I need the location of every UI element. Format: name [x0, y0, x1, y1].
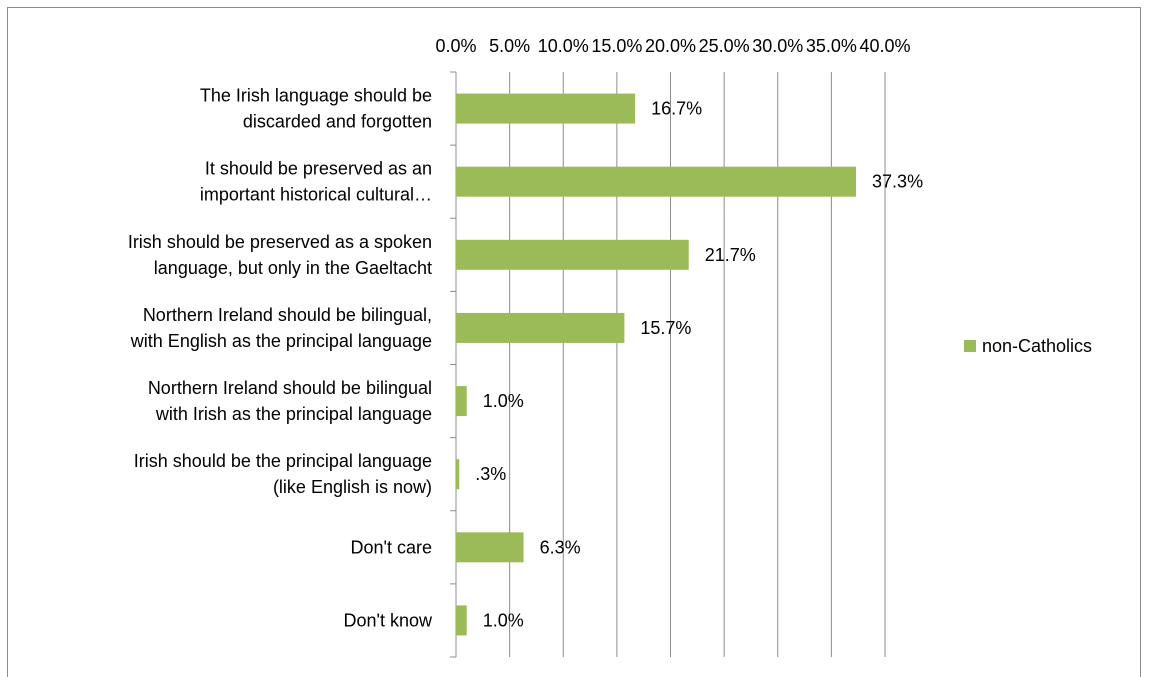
category-label: Don't know — [344, 610, 433, 630]
data-label: 6.3% — [540, 537, 581, 557]
category-label: important historical cultural… — [200, 185, 432, 205]
x-tick-label: 15.0% — [591, 36, 642, 56]
x-tick-label: 0.0% — [435, 36, 476, 56]
category-label: Northern Ireland should be bilingual, — [143, 305, 432, 325]
data-label: 21.7% — [705, 245, 756, 265]
category-label: discarded and forgotten — [243, 112, 432, 132]
legend-swatch — [964, 340, 976, 352]
category-label: Northern Ireland should be bilingual — [148, 378, 432, 398]
bar-non-Catholics — [456, 93, 636, 124]
bar-non-Catholics — [456, 312, 625, 343]
x-tick-label: 30.0% — [752, 36, 803, 56]
x-tick-label: 20.0% — [645, 36, 696, 56]
chart-frame — [7, 7, 1141, 677]
category-label: The Irish language should be — [200, 86, 432, 106]
bar-non-Catholics — [456, 532, 524, 563]
category-label: with English as the principal language — [130, 331, 432, 351]
x-tick-label: 35.0% — [806, 36, 857, 56]
bar-non-Catholics — [456, 459, 460, 490]
bar-non-Catholics — [456, 386, 467, 417]
x-tick-label: 25.0% — [699, 36, 750, 56]
data-label: 15.7% — [640, 318, 691, 338]
category-label: Don't care — [351, 537, 432, 557]
bar-non-Catholics — [456, 239, 689, 270]
x-tick-label: 40.0% — [859, 36, 910, 56]
category-label: Irish should be preserved as a spoken — [128, 232, 432, 252]
category-label: It should be preserved as an — [205, 159, 432, 179]
bar-non-Catholics — [456, 605, 467, 636]
category-label: (like English is now) — [273, 477, 432, 497]
data-label: 1.0% — [483, 391, 524, 411]
category-label: Irish should be the principal language — [134, 451, 432, 471]
data-label: 16.7% — [651, 99, 702, 119]
bar-non-Catholics — [456, 166, 857, 197]
x-tick-label: 5.0% — [489, 36, 530, 56]
data-label: 1.0% — [483, 610, 524, 630]
data-label: 37.3% — [872, 172, 923, 192]
data-label: .3% — [475, 464, 506, 484]
category-label: with Irish as the principal language — [155, 404, 432, 424]
x-tick-label: 10.0% — [538, 36, 589, 56]
category-label: language, but only in the Gaeltacht — [154, 258, 432, 278]
legend-label: non-Catholics — [982, 336, 1092, 356]
